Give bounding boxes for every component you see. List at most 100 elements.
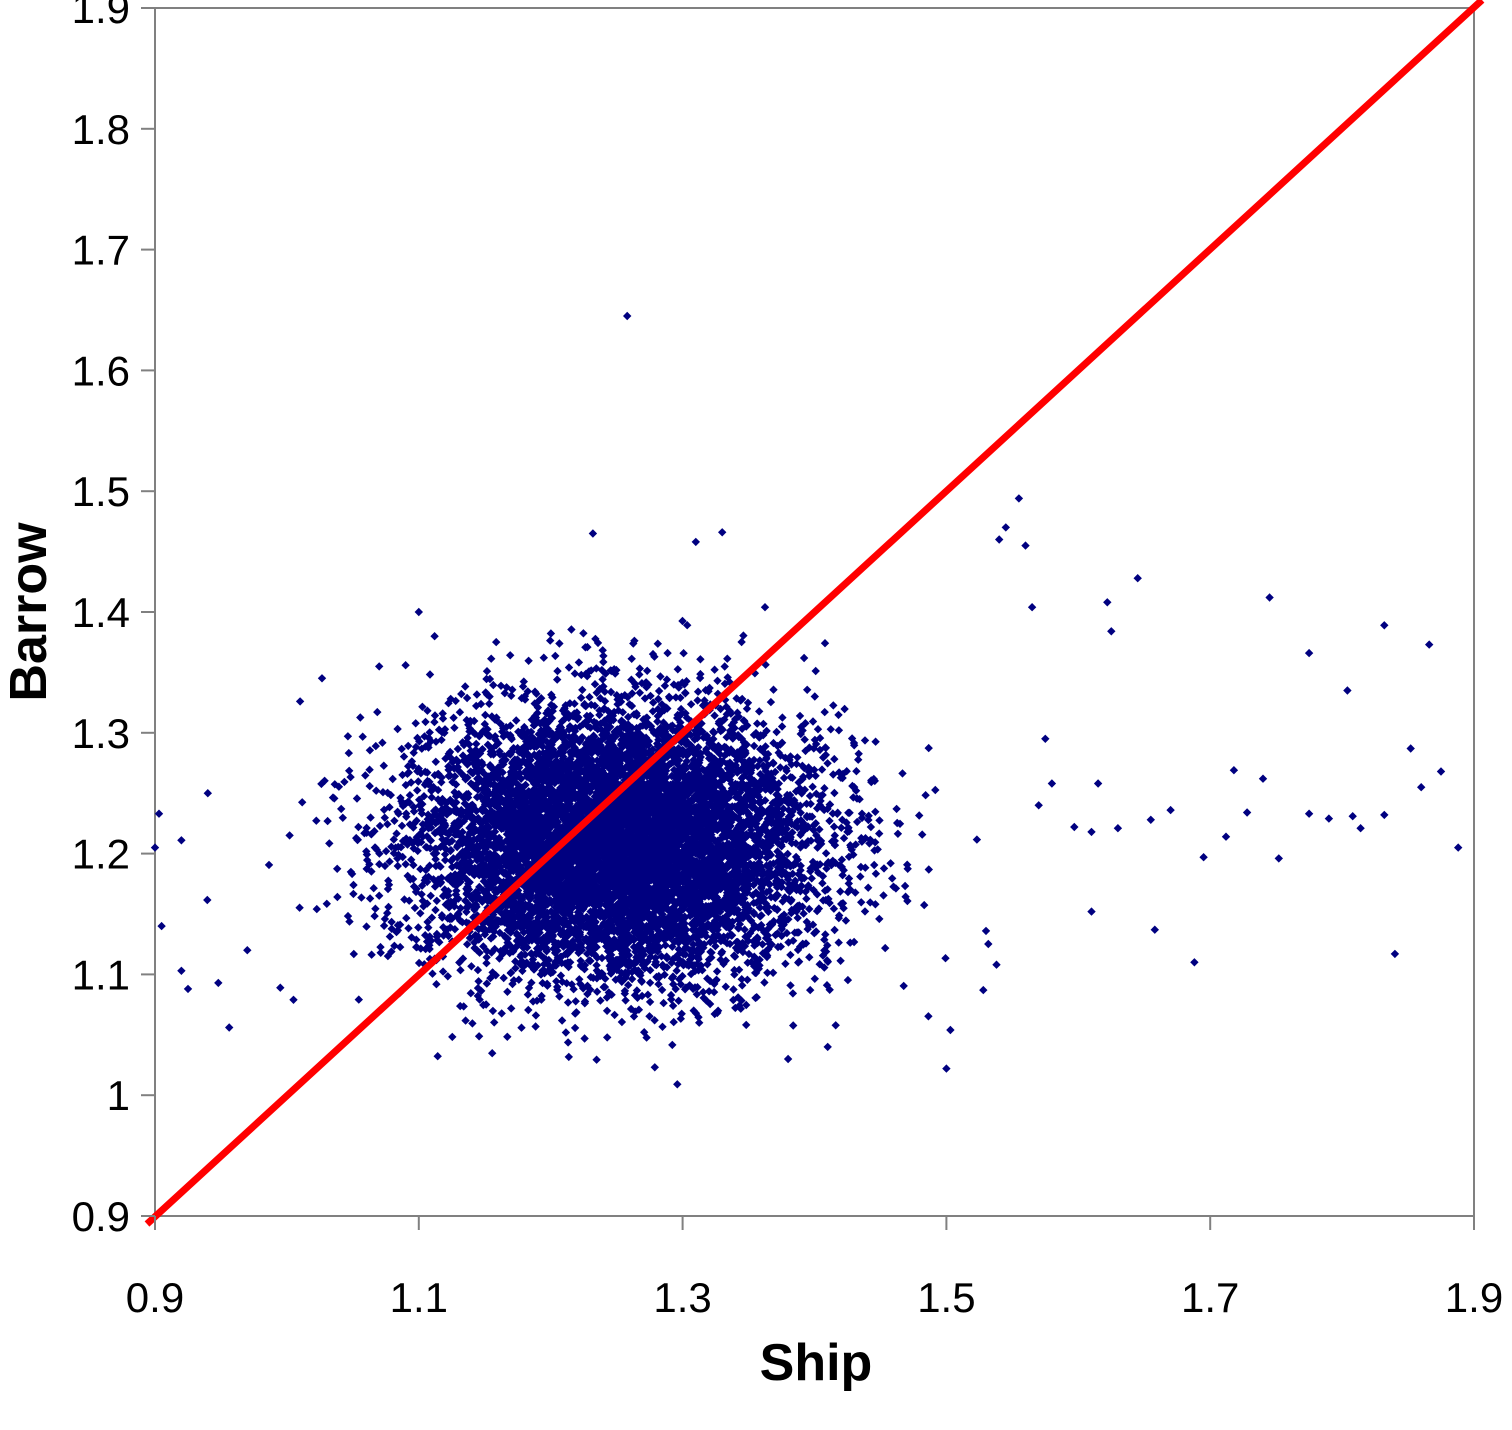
data-point — [696, 655, 705, 664]
data-point — [750, 669, 760, 678]
data-point — [466, 989, 475, 998]
data-point — [388, 774, 397, 784]
data-point — [618, 708, 627, 717]
data-point — [384, 876, 393, 885]
data-point — [686, 700, 696, 709]
data-point — [497, 1009, 506, 1018]
data-point — [285, 831, 294, 840]
data-point — [789, 936, 798, 945]
data-point — [494, 739, 503, 748]
data-point — [743, 958, 752, 967]
data-point — [838, 871, 847, 880]
data-point — [791, 852, 801, 862]
data-point — [815, 733, 825, 743]
data-point — [729, 951, 739, 960]
data-point — [577, 962, 586, 971]
data-point — [537, 782, 546, 792]
data-point — [648, 707, 658, 716]
data-point — [446, 753, 455, 762]
data-point — [423, 706, 432, 715]
data-point — [401, 860, 410, 869]
data-point — [421, 717, 430, 727]
data-point — [875, 816, 884, 825]
data-point — [599, 682, 608, 691]
data-point — [565, 747, 575, 757]
data-point — [761, 796, 770, 805]
data-point — [416, 769, 426, 778]
data-point — [373, 707, 382, 717]
data-point — [419, 792, 429, 801]
data-point — [506, 651, 515, 660]
data-point — [678, 616, 687, 626]
data-point — [742, 767, 752, 776]
data-point — [528, 997, 538, 1006]
data-point — [546, 636, 555, 645]
data-point — [786, 950, 795, 960]
data-point — [738, 839, 748, 848]
data-point — [696, 925, 705, 934]
data-point — [295, 903, 304, 912]
data-point — [731, 714, 740, 724]
data-point — [823, 941, 832, 950]
data-point — [387, 924, 396, 933]
data-point — [530, 750, 539, 759]
data-point — [589, 731, 598, 740]
data-point — [599, 657, 608, 667]
data-point — [478, 784, 488, 793]
data-point — [414, 923, 423, 932]
data-point — [780, 795, 789, 805]
data-point — [710, 979, 719, 989]
data-point — [653, 844, 662, 854]
data-point — [649, 728, 659, 737]
data-point — [557, 794, 566, 803]
data-point — [755, 756, 764, 765]
data-point — [879, 891, 888, 900]
data-point — [430, 711, 440, 720]
data-point — [375, 891, 384, 900]
data-point — [713, 676, 722, 685]
data-point — [924, 865, 933, 874]
data-point — [719, 920, 729, 929]
data-point — [768, 968, 778, 977]
data-point — [363, 855, 372, 865]
data-point — [484, 891, 494, 900]
data-point — [387, 947, 396, 956]
data-point — [443, 972, 452, 981]
data-point — [802, 917, 811, 927]
data-point — [604, 738, 613, 747]
data-point — [595, 710, 604, 720]
data-point — [343, 732, 353, 741]
data-point — [592, 987, 602, 996]
data-point — [383, 820, 392, 829]
data-point — [538, 978, 547, 988]
data-point — [402, 834, 411, 843]
data-point — [606, 717, 615, 726]
data-point — [380, 914, 390, 924]
data-point — [801, 719, 810, 728]
data-point — [597, 665, 607, 675]
data-point — [646, 966, 655, 975]
data-point — [423, 810, 433, 819]
data-point — [664, 906, 674, 915]
data-point — [829, 701, 838, 710]
data-point — [405, 791, 415, 800]
data-point — [506, 928, 515, 937]
data-point — [362, 922, 371, 931]
data-point — [470, 905, 479, 914]
data-point — [676, 980, 685, 989]
data-point — [808, 717, 818, 726]
data-point — [507, 1004, 516, 1013]
data-point — [931, 785, 940, 795]
data-point — [367, 829, 376, 838]
data-point — [654, 735, 663, 744]
data-point — [915, 811, 924, 820]
data-point — [817, 765, 827, 774]
data-point — [593, 756, 602, 765]
data-point — [765, 886, 774, 895]
data-point — [599, 651, 608, 661]
data-point — [517, 1023, 526, 1032]
data-point — [431, 905, 440, 915]
data-point — [423, 917, 432, 927]
data-point — [597, 953, 607, 963]
data-point — [619, 753, 628, 762]
